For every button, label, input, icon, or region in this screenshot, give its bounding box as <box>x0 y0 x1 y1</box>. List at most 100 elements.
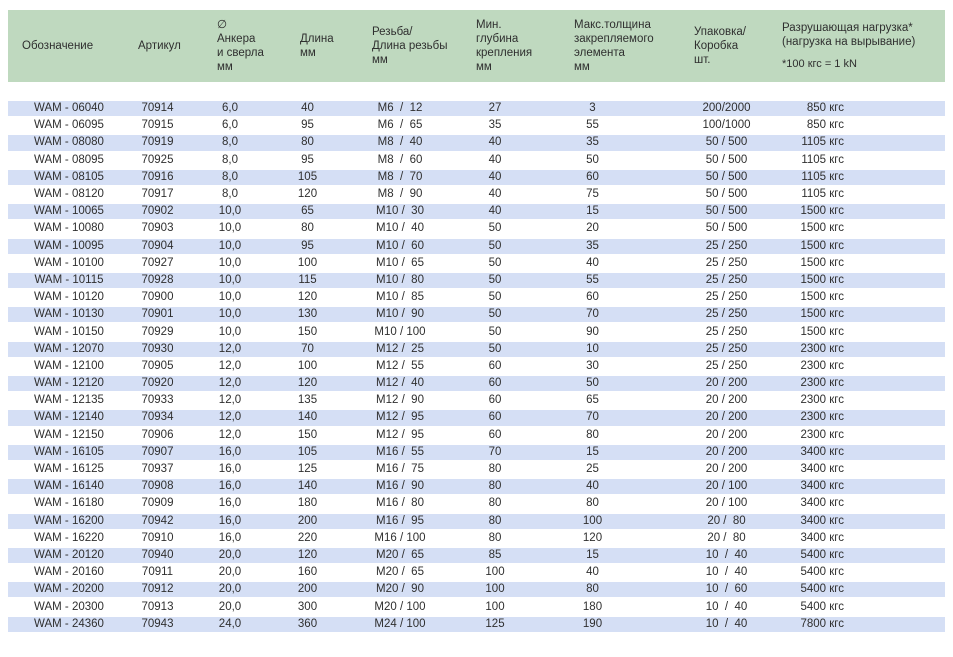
cell-packaging: 50 / 500 <box>655 220 780 238</box>
cell-article: 70937 <box>130 460 185 479</box>
cell-min-depth: 50 <box>460 323 530 341</box>
cell-designation: WAM - 06040 <box>8 100 130 118</box>
cell-load: 1500 кгс <box>780 254 945 272</box>
cell-max-thickness: 70 <box>530 409 655 427</box>
cell-packaging: 10 / 60 <box>655 581 780 599</box>
cell-length: 160 <box>275 564 340 582</box>
cell-designation: WAM - 16125 <box>8 460 130 479</box>
cell-article: 70919 <box>130 134 185 152</box>
cell-thread: M20 / 65 <box>340 546 460 565</box>
cell-thread: M12 / 90 <box>340 392 460 410</box>
cell-packaging: 20 / 200 <box>655 409 780 427</box>
cell-length: 105 <box>275 168 340 186</box>
cell-diameter: 6,0 <box>185 100 275 118</box>
cell-article: 70913 <box>130 598 185 616</box>
cell-packaging: 200/2000 <box>655 100 780 118</box>
cell-min-depth: 50 <box>460 254 530 272</box>
cell-thread: M12 / 95 <box>340 409 460 427</box>
load-note: *100 кгс = 1 kN <box>782 58 857 70</box>
cell-article: 70900 <box>130 289 185 307</box>
cell-length: 125 <box>275 460 340 479</box>
cell-designation: WAM - 16220 <box>8 529 130 547</box>
cell-thread: M8 / 60 <box>340 151 460 169</box>
column-header-max-thickness: Макс.толщина закрепляемого элемента мм <box>530 10 655 100</box>
cell-max-thickness: 40 <box>530 564 655 582</box>
cell-length: 200 <box>275 512 340 530</box>
cell-packaging: 50 / 500 <box>655 134 780 152</box>
cell-thread: M10 / 40 <box>340 220 460 238</box>
cell-min-depth: 100 <box>460 581 530 599</box>
cell-article: 70909 <box>130 495 185 513</box>
cell-load: 1500 кгс <box>780 203 945 221</box>
cell-article: 70916 <box>130 168 185 186</box>
cell-max-thickness: 75 <box>530 185 655 204</box>
anchor-spec-table: Обозначение Артикул ∅ Анкера и сверла мм Дл… <box>8 10 945 633</box>
cell-length: 140 <box>275 409 340 427</box>
cell-article: 70901 <box>130 306 185 324</box>
cell-max-thickness: 35 <box>530 237 655 255</box>
cell-designation: WAM - 12120 <box>8 375 130 393</box>
cell-packaging: 25 / 250 <box>655 237 780 255</box>
cell-min-depth: 85 <box>460 546 530 565</box>
cell-length: 105 <box>275 443 340 461</box>
table-row: WAM - 08080 70919 8,0 80 M8 / 40 40 35 50 / 500… <box>8 134 945 152</box>
cell-load: 5400 кгс <box>780 564 945 582</box>
cell-max-thickness: 70 <box>530 306 655 324</box>
cell-min-depth: 80 <box>460 512 530 530</box>
cell-designation: WAM - 16200 <box>8 512 130 530</box>
cell-packaging: 20 / 200 <box>655 375 780 393</box>
cell-max-thickness: 90 <box>530 323 655 341</box>
header-row: Обозначение Артикул ∅ Анкера и сверла мм Дл… <box>8 10 945 100</box>
cell-length: 120 <box>275 546 340 565</box>
cell-diameter: 12,0 <box>185 409 275 427</box>
cell-length: 180 <box>275 495 340 513</box>
cell-thread: M16 / 95 <box>340 512 460 530</box>
cell-diameter: 12,0 <box>185 357 275 375</box>
cell-min-depth: 60 <box>460 357 530 375</box>
table-row: WAM - 16180 70909 16,0 180 M16 / 80 80 80 20 / … <box>8 495 945 513</box>
cell-diameter: 8,0 <box>185 168 275 186</box>
cell-packaging: 20 / 200 <box>655 443 780 461</box>
cell-article: 70920 <box>130 375 185 393</box>
cell-min-depth: 60 <box>460 426 530 444</box>
cell-max-thickness: 50 <box>530 151 655 169</box>
table-row: WAM - 10115 70928 10,0 115 M10 / 80 50 55 25 / … <box>8 271 945 290</box>
cell-length: 95 <box>275 151 340 169</box>
cell-load: 1105 кгс <box>780 151 945 169</box>
cell-max-thickness: 60 <box>530 289 655 307</box>
cell-load: 3400 кгс <box>780 478 945 496</box>
cell-diameter: 16,0 <box>185 460 275 479</box>
cell-designation: WAM - 16180 <box>8 495 130 513</box>
table-row: WAM - 10100 70927 10,0 100 M10 / 65 50 40 25 / … <box>8 254 945 272</box>
table-row: WAM - 20160 70911 20,0 160 M20 / 65 100 40 10 /… <box>8 564 945 582</box>
cell-max-thickness: 40 <box>530 254 655 272</box>
cell-designation: WAM - 12140 <box>8 409 130 427</box>
cell-packaging: 10 / 40 <box>655 564 780 582</box>
cell-min-depth: 80 <box>460 529 530 547</box>
cell-diameter: 10,0 <box>185 254 275 272</box>
table-row: WAM - 10080 70903 10,0 80 M10 / 40 50 20 50 / 5… <box>8 220 945 238</box>
cell-thread: M10 / 80 <box>340 271 460 290</box>
cell-thread: M10 / 90 <box>340 306 460 324</box>
cell-min-depth: 80 <box>460 478 530 496</box>
cell-article: 70925 <box>130 151 185 169</box>
table-row: WAM - 16200 70942 16,0 200 M16 / 95 80 100 20 /… <box>8 512 945 530</box>
cell-article: 70940 <box>130 546 185 565</box>
cell-packaging: 20 / 100 <box>655 478 780 496</box>
cell-max-thickness: 40 <box>530 478 655 496</box>
cell-article: 70934 <box>130 409 185 427</box>
cell-length: 100 <box>275 357 340 375</box>
cell-thread: M10 / 85 <box>340 289 460 307</box>
cell-load: 2300 кгс <box>780 375 945 393</box>
table-row: WAM - 06095 70915 6,0 95 M6 / 65 35 55 100/1000… <box>8 117 945 135</box>
cell-min-depth: 80 <box>460 460 530 479</box>
cell-thread: M20 / 90 <box>340 581 460 599</box>
cell-length: 40 <box>275 100 340 118</box>
table-row: WAM - 20200 70912 20,0 200 M20 / 90 100 80 10 /… <box>8 581 945 599</box>
cell-length: 360 <box>275 615 340 633</box>
cell-packaging: 25 / 250 <box>655 323 780 341</box>
cell-diameter: 10,0 <box>185 323 275 341</box>
cell-article: 70917 <box>130 185 185 204</box>
cell-load: 3400 кгс <box>780 443 945 461</box>
table-row: WAM - 06040 70914 6,0 40 M6 / 12 27 3 200/2000 8… <box>8 100 945 118</box>
